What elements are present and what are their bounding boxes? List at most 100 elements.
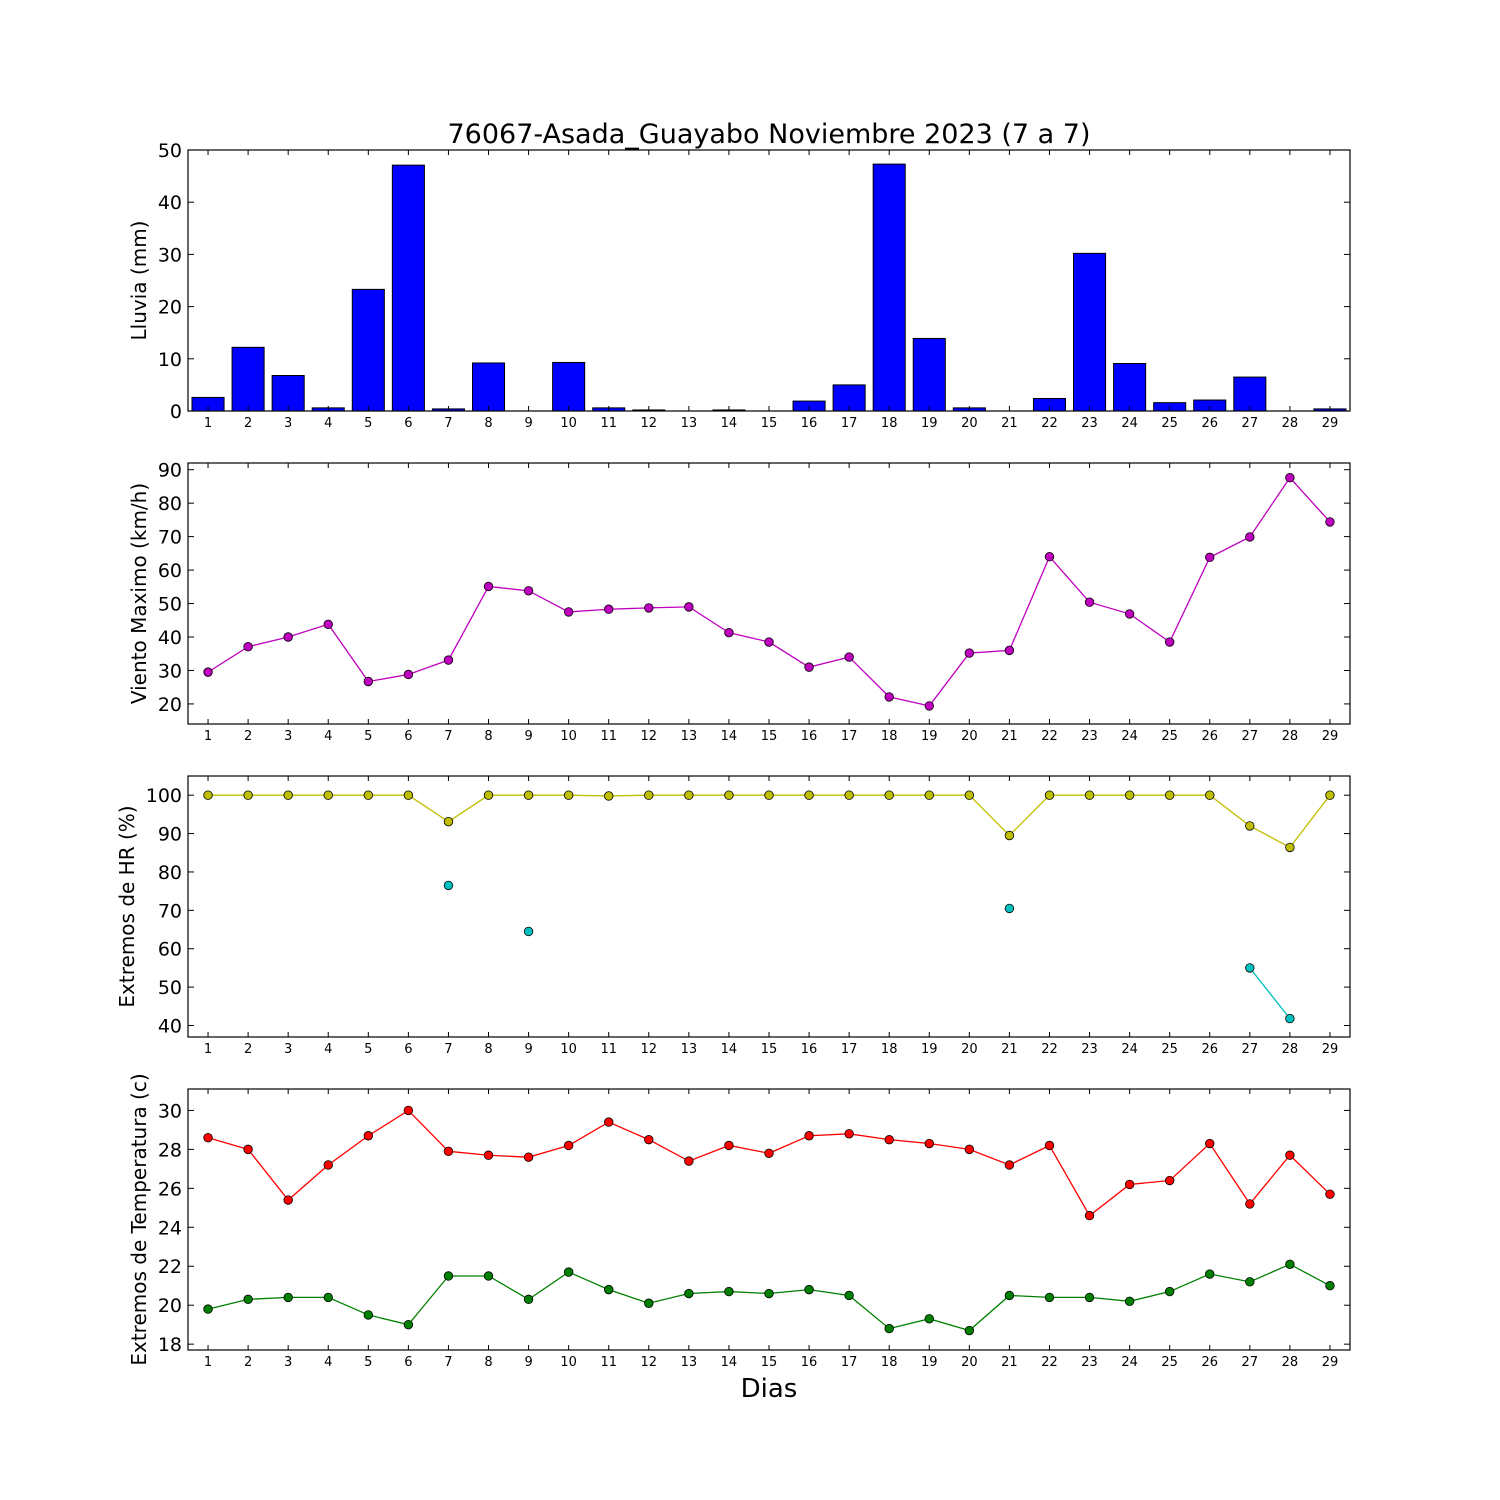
x-tick-label: 2	[244, 1355, 252, 1370]
x-tick-label: 13	[681, 1355, 698, 1370]
x-tick-label: 1	[204, 1355, 212, 1370]
x-tick-label: 15	[761, 1355, 778, 1370]
x-tick-label: 12	[641, 729, 658, 744]
x-tick-label: 4	[324, 416, 332, 431]
x-tick-label: 5	[364, 1042, 372, 1057]
y-tick-label: 40	[158, 627, 182, 649]
x-tick-label: 26	[1201, 416, 1218, 431]
x-tick-label: 15	[761, 729, 778, 744]
x-tick-label: 11	[600, 416, 617, 431]
series-2-point-day-2	[243, 1294, 253, 1305]
x-tick-label: 19	[921, 1355, 938, 1370]
x-tick-label: 13	[681, 1042, 698, 1057]
series-1-point-day-23	[1084, 790, 1095, 800]
x-tick-label: 17	[841, 1355, 858, 1370]
y-tick-label: 26	[158, 1178, 182, 1200]
x-tick-label: 14	[721, 416, 738, 431]
x-tick-label: 3	[284, 416, 292, 431]
series-1-point-day-26	[1205, 552, 1215, 563]
series-2-point-day-9	[523, 926, 534, 937]
x-tick-label: 20	[961, 1042, 978, 1057]
y-tick-label: 40	[158, 192, 182, 214]
x-tick-label: 22	[1041, 729, 1058, 744]
series-1-point-day-10	[563, 1140, 574, 1151]
y-axis-label: Extremos de HR (%)	[115, 805, 139, 1007]
series-1-point-day-29	[1325, 790, 1335, 800]
series-1-point-day-5	[363, 1131, 374, 1141]
x-tick-label: 16	[801, 416, 818, 431]
x-tick-label: 21	[1001, 1042, 1018, 1057]
x-tick-label: 11	[600, 1042, 617, 1057]
series-1-point-day-24	[1124, 1179, 1135, 1190]
series-2-point-day-8	[483, 1271, 494, 1281]
series-1-point-day-18	[884, 790, 894, 800]
series-1-point-day-6	[403, 1105, 414, 1116]
x-tick-label: 17	[841, 416, 858, 431]
x-tick-label: 10	[560, 1355, 577, 1370]
series-1-point-day-13	[684, 602, 694, 612]
series-1-point-day-4	[323, 619, 333, 629]
x-tick-label: 14	[721, 729, 738, 744]
y-tick-label: 30	[158, 660, 182, 682]
series-1-point-day-1	[203, 790, 213, 800]
panel-1: 1 2 3 4 5 6 7 8 9 10 11 12 13 14 15 16 17 18 19 20 21 22 23 24 2…	[127, 140, 1351, 431]
series-1-point-day-1	[203, 667, 213, 677]
x-tick-label: 26	[1201, 1355, 1218, 1370]
x-tick-label: 27	[1242, 729, 1259, 744]
series-1-point-day-28	[1285, 1150, 1295, 1160]
series-2-point-day-17	[844, 1290, 854, 1301]
series-2-point-day-22	[1044, 1292, 1055, 1303]
x-tick-label: 21	[1001, 1355, 1018, 1370]
y-tick-label: 0	[170, 401, 182, 423]
x-tick-label: 27	[1242, 1042, 1259, 1057]
series-2-point-day-25	[1164, 1286, 1175, 1297]
series-1-point-day-11	[604, 604, 614, 614]
y-tick-label: 50	[158, 594, 182, 616]
series-1-point-day-23	[1084, 1210, 1095, 1221]
y-tick-label: 40	[158, 1015, 182, 1037]
panel-2: 1 2 3 4 5 6 7 8 9 10 11 12 13 14 15 16 17 18 19 20 21 22 23 24 2…	[127, 460, 1351, 744]
x-tick-label: 5	[364, 1355, 372, 1370]
x-tick-label: 18	[881, 1042, 898, 1057]
x-tick-label: 26	[1201, 1042, 1218, 1057]
y-axis-label: Viento Maximo (km/h)	[127, 483, 151, 704]
series-1-point-day-7	[443, 816, 454, 827]
x-tick-label: 28	[1282, 729, 1299, 744]
x-tick-label: 1	[204, 416, 212, 431]
series-2-point-day-7	[443, 1271, 454, 1281]
bar-day-5	[351, 288, 385, 412]
x-tick-label: 10	[560, 729, 577, 744]
series-1-point-day-2	[243, 642, 253, 652]
series-2-point-day-15	[764, 1288, 774, 1299]
series-2-point-day-19	[924, 1314, 934, 1324]
x-tick-label: 8	[484, 729, 492, 744]
x-tick-label: 23	[1081, 1355, 1098, 1370]
series-1-point-day-17	[844, 1129, 854, 1139]
y-tick-label: 50	[158, 977, 182, 999]
series-2-point-day-21	[1004, 1290, 1015, 1301]
series-1-point-day-2	[243, 1144, 253, 1155]
x-tick-label: 5	[364, 729, 372, 744]
x-tick-label: 16	[801, 729, 818, 744]
x-tick-label: 23	[1081, 729, 1098, 744]
x-tick-label: 6	[404, 1042, 412, 1057]
y-tick-label: 60	[158, 939, 182, 961]
series-1-point-day-22	[1044, 790, 1055, 800]
series-1-point-day-26	[1205, 790, 1215, 800]
series-2-point-day-24	[1124, 1296, 1135, 1307]
x-tick-label: 12	[641, 1042, 658, 1057]
series-1-point-day-26	[1205, 1138, 1215, 1149]
series-1-point-day-8	[483, 1150, 494, 1160]
series-2-point-day-16	[804, 1284, 814, 1295]
x-tick-label: 28	[1282, 1355, 1299, 1370]
x-tick-label: 8	[484, 1042, 492, 1057]
x-tick-label: 15	[761, 1042, 778, 1057]
x-tick-label: 9	[524, 416, 532, 431]
series-1-point-day-15	[764, 1148, 774, 1158]
series-1-point-day-28	[1285, 473, 1295, 483]
x-tick-label: 19	[921, 416, 938, 431]
series-1-point-day-5	[363, 790, 374, 800]
y-tick-label: 60	[158, 560, 182, 582]
x-tick-label: 18	[881, 729, 898, 744]
bar-day-19	[912, 337, 946, 412]
